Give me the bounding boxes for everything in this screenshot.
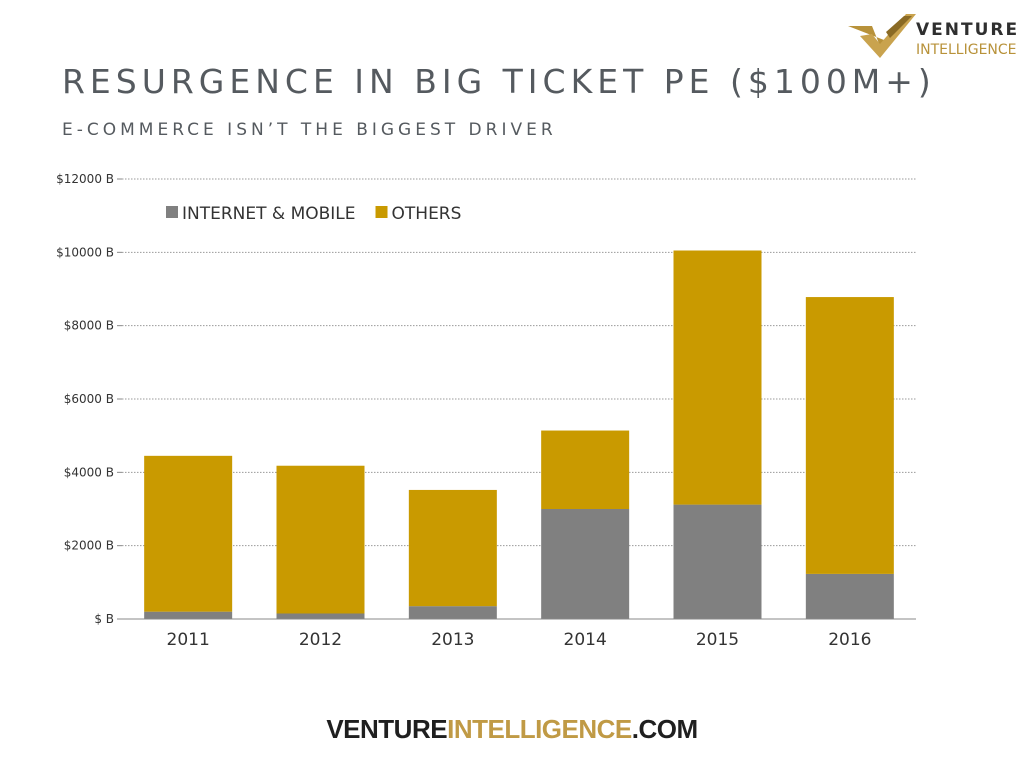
y-tick-label: $2000 B	[64, 539, 114, 553]
bar-internet-mobile-2014	[541, 509, 630, 619]
bar-internet-mobile-2016	[805, 573, 894, 619]
x-tick-label: 2014	[564, 630, 607, 650]
footer-website: VENTUREINTELLIGENCE.COM	[0, 714, 1024, 745]
legend-swatch	[375, 206, 388, 218]
legend-swatch	[166, 206, 178, 218]
y-tick-label: $10000 B	[56, 245, 114, 259]
venture-intelligence-logo: VENTURE INTELLIGENCE	[846, 12, 1018, 64]
y-tick-label: $6000 B	[64, 392, 114, 406]
logo-word-venture: VENTURE	[916, 20, 1020, 40]
footer-intelligence: INTELLIGENCE	[447, 714, 632, 744]
x-tick-label: 2015	[696, 630, 739, 650]
legend-label: INTERNET & MOBILE	[182, 204, 356, 224]
logo-mark-icon	[848, 14, 916, 58]
bar-internet-mobile-2011	[144, 611, 233, 619]
y-tick-label: $12000 B	[56, 172, 114, 186]
stacked-bar-chart: $ B $2000 B $4000 B $6000 B $8000 B $10000 B $…	[56, 172, 916, 650]
bar-others-2011	[144, 455, 233, 612]
y-tick-label: $ B	[94, 612, 114, 626]
bar-others-2015	[673, 250, 762, 505]
y-tick-label: $4000 B	[64, 465, 114, 479]
x-tick-label: 2012	[299, 630, 342, 650]
x-tick-label: 2016	[828, 630, 871, 650]
bar-internet-mobile-2015	[673, 504, 762, 619]
footer-venture: VENTURE	[326, 714, 448, 744]
x-tick-label: 2013	[431, 630, 474, 650]
x-tick-label: 2011	[167, 630, 210, 650]
y-tick-label: $8000 B	[64, 319, 114, 333]
logo-word-intelligence: INTELLIGENCE	[916, 42, 1017, 58]
bar-others-2016	[805, 297, 894, 574]
bar-others-2014	[541, 430, 630, 509]
footer-dotcom: .COM	[631, 714, 698, 744]
bar-others-2012	[276, 465, 365, 614]
bar-internet-mobile-2012	[276, 613, 365, 619]
bar-others-2013	[408, 489, 497, 607]
legend-label: OTHERS	[392, 204, 462, 224]
page-subtitle: E-COMMERCE ISN’T THE BIGGEST DRIVER	[62, 120, 557, 140]
page-title: RESURGENCE IN BIG TICKET PE ($100M+)	[62, 62, 936, 101]
bar-internet-mobile-2013	[408, 606, 497, 619]
